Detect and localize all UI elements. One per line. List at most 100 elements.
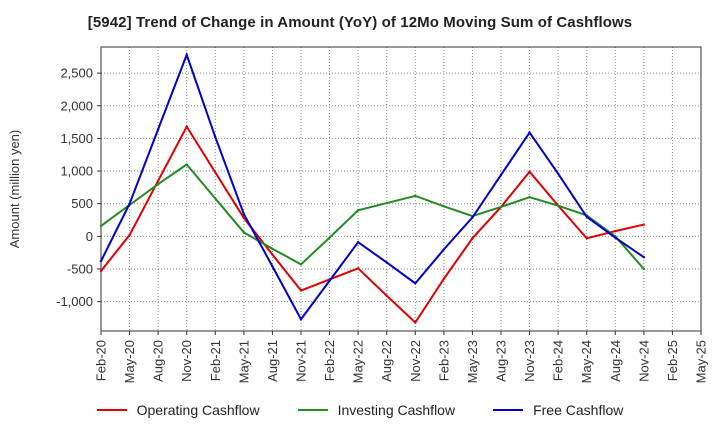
x-tick-label: Nov-24	[636, 340, 651, 382]
data-point	[271, 247, 274, 250]
data-point	[214, 197, 217, 200]
data-point	[385, 294, 388, 297]
data-point	[614, 229, 617, 233]
y-tick-label: 1,000	[60, 164, 93, 179]
x-tick-label: May-22	[351, 340, 366, 383]
data-point	[214, 135, 217, 139]
y-tick-label: 500	[71, 196, 93, 211]
data-point	[299, 263, 303, 266]
legend-swatch-operating	[96, 409, 127, 411]
data-point	[328, 279, 331, 282]
data-point	[356, 267, 360, 270]
legend-label-operating: Operating Cashflow	[136, 402, 260, 418]
x-tick-label: Aug-23	[494, 340, 509, 382]
data-point	[299, 289, 303, 292]
data-point	[556, 172, 560, 175]
x-tick-label: May-20	[122, 340, 137, 383]
x-tick-label: Nov-22	[408, 340, 423, 382]
y-tick-label: 2,000	[60, 98, 93, 113]
grid	[100, 47, 702, 331]
data-point	[356, 209, 360, 212]
legend-label-free: Free Cashflow	[533, 402, 624, 418]
data-point	[585, 215, 588, 218]
data-point	[271, 253, 274, 256]
data-point	[414, 194, 417, 198]
x-tick-label: Nov-20	[179, 340, 194, 382]
series-line-operating-cashflow	[100, 124, 645, 325]
x-tick-label: Feb-21	[208, 340, 223, 381]
x-tick-label: Nov-21	[294, 340, 309, 382]
y-axis-ticks: -1,000 -500 0 500 1,000 1,500 2,000 2,500	[56, 66, 101, 309]
plot-frame	[100, 46, 702, 332]
data-point	[642, 267, 646, 271]
legend-item-investing: Investing Cashflow	[297, 402, 456, 418]
data-point	[385, 201, 388, 205]
data-point	[185, 125, 188, 128]
x-tick-label: Aug-22	[379, 340, 394, 382]
data-point	[414, 282, 417, 285]
x-tick-label: Feb-23	[436, 340, 451, 381]
data-point	[99, 259, 103, 263]
data-point	[128, 202, 131, 205]
data-point	[242, 212, 246, 216]
data-point	[642, 223, 646, 226]
data-point	[642, 256, 646, 259]
data-point	[614, 236, 617, 239]
data-point	[528, 131, 531, 134]
y-tick-label: 1,500	[60, 131, 93, 146]
data-point	[528, 195, 531, 199]
data-point	[99, 269, 103, 273]
x-tick-label: Feb-22	[322, 340, 337, 381]
legend: Operating Cashflow Investing Cashflow Fr…	[0, 402, 720, 418]
y-tick-label: 0	[86, 229, 93, 244]
data-point	[471, 216, 474, 219]
x-tick-label: Feb-24	[551, 340, 566, 381]
data-point	[556, 204, 560, 207]
x-tick-label: Aug-24	[608, 340, 623, 382]
chart-title: [5942] Trend of Change in Amount (YoY) o…	[87, 14, 633, 31]
legend-item-free: Free Cashflow	[493, 402, 623, 418]
x-tick-label: May-21	[236, 340, 251, 383]
data-point	[156, 182, 160, 186]
data-point	[499, 173, 503, 177]
y-axis-label: Amount (million yen)	[7, 130, 22, 249]
x-tick-label: Nov-23	[522, 340, 537, 382]
x-tick-label: Aug-20	[151, 340, 166, 382]
x-axis-ticks: Feb-20 May-20 Aug-20 Nov-20 Feb-21 May-21 Aug-…	[94, 331, 709, 383]
data-point	[242, 216, 246, 220]
y-tick-label: -500	[67, 261, 93, 276]
x-tick-label: Feb-25	[665, 340, 680, 381]
x-tick-label: May-24	[579, 340, 594, 383]
series-line-free-cashflow	[100, 51, 645, 322]
data-point	[185, 163, 188, 166]
data-point	[585, 237, 588, 240]
x-tick-label: May-25	[694, 340, 709, 383]
data-point	[528, 170, 531, 173]
legend-label-investing: Investing Cashflow	[337, 402, 456, 418]
data-point	[156, 179, 160, 183]
series-lines	[99, 51, 646, 325]
data-point	[328, 236, 331, 239]
x-tick-label: Feb-20	[94, 340, 109, 381]
data-point	[271, 265, 274, 268]
data-point	[299, 318, 303, 321]
y-tick-label: -1,000	[56, 294, 93, 309]
data-point	[128, 233, 131, 237]
legend-swatch-investing	[297, 409, 328, 411]
data-point	[214, 171, 217, 174]
data-point	[499, 205, 503, 209]
data-point	[414, 321, 417, 324]
data-point	[442, 248, 446, 251]
data-point	[385, 261, 388, 264]
legend-swatch-free	[493, 409, 524, 411]
data-point	[185, 53, 188, 57]
y-tick-label: 2,500	[60, 66, 93, 81]
data-point	[99, 224, 103, 228]
data-point	[156, 128, 160, 131]
x-tick-label: Aug-21	[265, 340, 280, 382]
data-point	[242, 231, 246, 234]
legend-item-operating: Operating Cashflow	[96, 402, 260, 418]
data-point	[471, 237, 474, 240]
data-point	[442, 277, 446, 280]
